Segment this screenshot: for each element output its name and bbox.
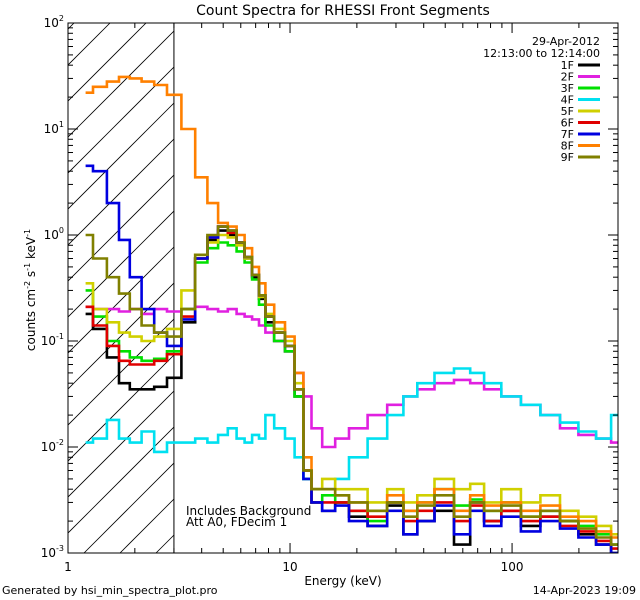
series-layer [85, 75, 618, 553]
x-tick-label: 1 [64, 560, 72, 574]
annotation-line-1: Includes Background [186, 504, 311, 518]
legend-label-1F: 1F [561, 59, 574, 72]
y-tick-label: 102 [44, 14, 64, 30]
legend-label-7F: 7F [561, 128, 574, 141]
chart-title: Count Spectra for RHESSI Front Segments [196, 3, 490, 19]
y-axis: 10-3 10-2 10-1 100 101 102 [41, 14, 618, 560]
legend-label-2F: 2F [561, 71, 574, 84]
footer-timestamp: 14-Apr-2023 19:09 [533, 584, 636, 597]
y-tick-label: 10-1 [41, 332, 64, 348]
legend-label-8F: 8F [561, 140, 574, 153]
footer-generated-by: Generated by hsi_min_spectra_plot.pro [2, 584, 218, 597]
series-4F [85, 367, 618, 491]
legend-label-5F: 5F [561, 105, 574, 118]
legend-label-9F: 9F [561, 151, 574, 164]
plot-frame [67, 22, 619, 554]
x-axis: 1 10 100 [64, 23, 619, 574]
x-tick-label: 100 [501, 560, 524, 574]
hatched-excluded-region [68, 23, 618, 553]
hatch-mask [173, 23, 618, 553]
y-tick-label: 10-2 [41, 438, 64, 454]
annotation-line-2: Att A0, FDecim 1 [186, 515, 287, 529]
y-tick-label: 10-3 [41, 544, 64, 560]
date-label: 29-Apr-2012 [532, 35, 600, 48]
legend-label-4F: 4F [561, 94, 574, 107]
legend-label-6F: 6F [561, 117, 574, 130]
y-tick-label: 100 [44, 226, 64, 242]
series-9F [85, 225, 618, 546]
hatch-line [68, 23, 183, 138]
x-tick-label: 10 [282, 560, 297, 574]
y-tick-label: 101 [44, 120, 64, 136]
hatch-line [68, 23, 147, 102]
y-axis-label: counts cm-2 s-1 keV-1 [23, 229, 38, 351]
hatch-line [68, 23, 219, 174]
x-axis-label: Energy (keV) [304, 574, 381, 588]
time-range-label: 12:13:00 to 12:14:00 [483, 47, 600, 60]
legend-label-3F: 3F [561, 82, 574, 95]
